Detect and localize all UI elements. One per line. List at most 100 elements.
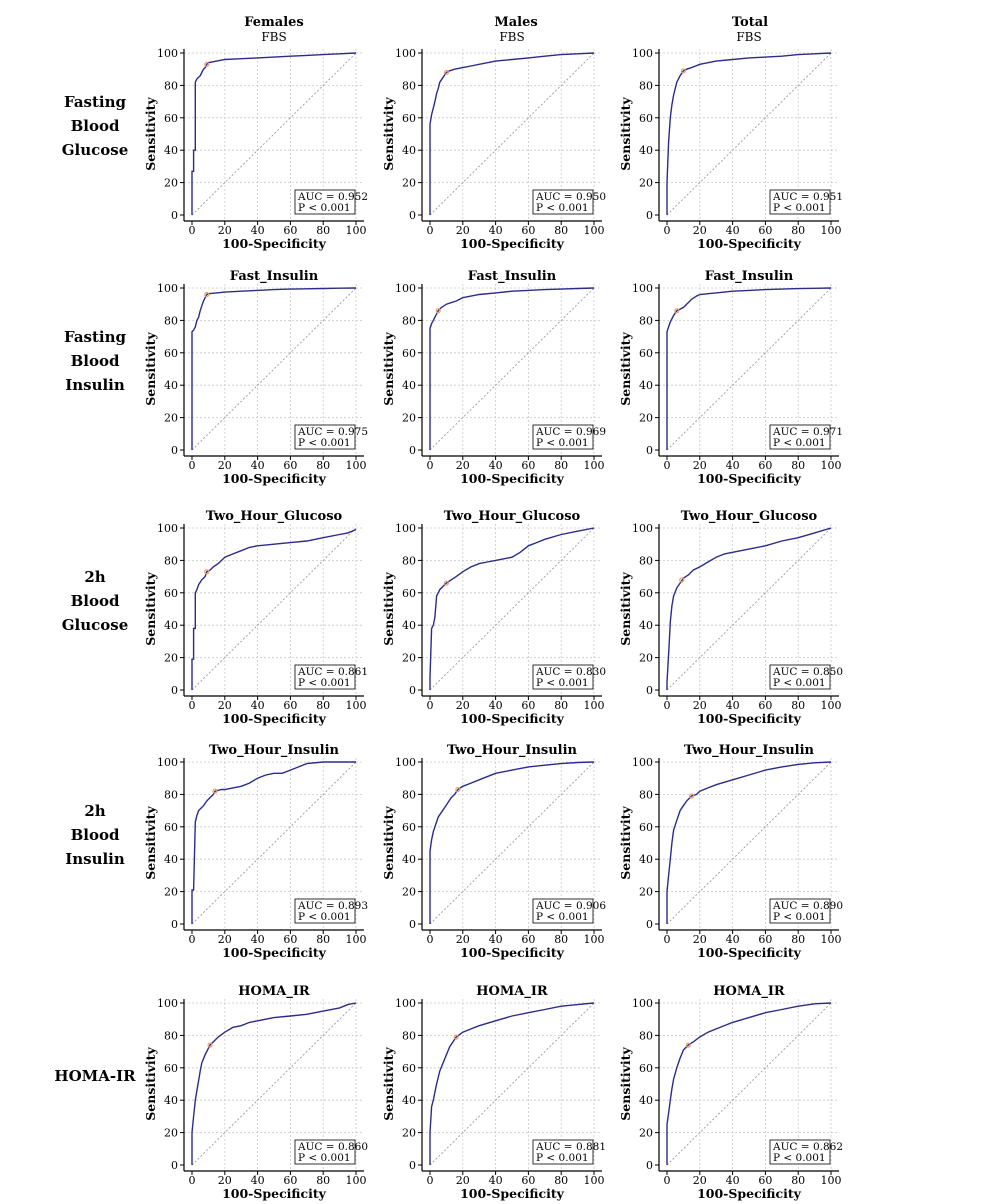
y-tick-label: 80: [639, 554, 653, 567]
cutoff-point: [204, 569, 210, 575]
p-value: P < 0.001: [536, 1152, 589, 1164]
x-tick-label: 20: [693, 933, 707, 946]
y-tick-label: 60: [639, 347, 653, 360]
reference-diagonal: [191, 287, 357, 451]
auc-box: [294, 664, 356, 690]
row-label-4: HOMA-IR: [54, 1067, 136, 1085]
panel-title: HOMA_IR: [713, 984, 785, 999]
y-tick-label: 20: [639, 412, 653, 425]
y-axis-label: Sensitivity: [381, 332, 396, 406]
roc-panel-11: 0 20 40 60 80 100 0 20 40 60 80 100 100-Specificity S…: [618, 743, 843, 960]
x-tick-label: 0: [427, 1174, 434, 1187]
auc-value: AUC = 0.860: [297, 1141, 368, 1153]
y-tick-label: 40: [639, 1094, 653, 1107]
roc-panel-1: 0 20 40 60 80 100 0 20 40 60 80 100 100-Specificity S…: [381, 30, 606, 251]
y-tick-label: 40: [164, 144, 178, 157]
reference-diagonal: [666, 52, 832, 216]
y-tick-label: 80: [164, 554, 178, 567]
y-tick-label: 80: [639, 314, 653, 327]
roc-panel-5: 0 20 40 60 80 100 0 20 40 60 80 100 100-Specificity S…: [618, 269, 843, 486]
x-tick-label: 100: [821, 699, 842, 712]
y-tick-label: 0: [646, 918, 653, 931]
y-tick-label: 0: [171, 209, 178, 222]
reference-diagonal: [191, 52, 357, 216]
row-label-0: Fasting Blood Glucose: [62, 93, 129, 159]
y-tick-label: 20: [402, 1127, 416, 1140]
x-tick-label: 100: [821, 1174, 842, 1187]
x-tick-label: 60: [283, 1174, 297, 1187]
auc-value: AUC = 0.952: [297, 191, 368, 203]
reference-diagonal: [666, 1002, 832, 1166]
y-tick-label: 20: [164, 652, 178, 665]
reference-diagonal: [429, 52, 595, 216]
y-axis-label: Sensitivity: [143, 806, 158, 880]
y-tick-label: 100: [157, 997, 178, 1010]
auc-box: [769, 1139, 831, 1165]
auc-value: AUC = 0.850: [772, 666, 843, 678]
row-label-line: 2h: [84, 568, 105, 586]
auc-box: [769, 424, 831, 450]
auc-box: [294, 424, 356, 450]
x-tick-label: 20: [218, 1174, 232, 1187]
panel-title: Fast_Insulin: [705, 269, 794, 284]
y-tick-label: 40: [164, 379, 178, 392]
x-tick-label: 40: [726, 933, 740, 946]
auc-box: [769, 189, 831, 215]
y-tick-label: 100: [157, 47, 178, 60]
roc-curve: [666, 1002, 832, 1165]
y-tick-label: 80: [639, 1029, 653, 1042]
x-tick-label: 0: [664, 699, 671, 712]
x-tick-label: 60: [758, 1174, 772, 1187]
y-tick-label: 100: [632, 47, 653, 60]
x-axis-label: 100-Specificity: [697, 945, 802, 960]
roc-curve: [191, 761, 356, 924]
reference-diagonal: [429, 287, 595, 451]
y-tick-label: 100: [395, 997, 416, 1010]
roc-panel-2: 0 20 40 60 80 100 0 20 40 60 80 100 100-Specificity S…: [618, 30, 843, 251]
x-tick-label: 100: [584, 224, 605, 237]
x-tick-label: 40: [251, 459, 265, 472]
row-label-line: Blood: [71, 826, 120, 844]
x-axis-label: 100-Specificity: [460, 471, 565, 486]
x-tick-label: 60: [283, 699, 297, 712]
y-tick-label: 60: [639, 1062, 653, 1075]
y-tick-label: 0: [171, 684, 178, 697]
x-axis-label: 100-Specificity: [460, 1186, 565, 1201]
y-tick-label: 40: [164, 619, 178, 632]
auc-box: [532, 189, 594, 215]
cutoff-point: [674, 308, 680, 314]
x-tick-label: 20: [218, 224, 232, 237]
auc-value: AUC = 0.862: [772, 1141, 843, 1153]
auc-box: [769, 664, 831, 690]
roc-curve: [191, 287, 357, 450]
roc-curve: [666, 287, 832, 450]
auc-value: AUC = 0.950: [535, 191, 606, 203]
x-axis-label: 100-Specificity: [222, 471, 327, 486]
y-tick-label: 0: [409, 444, 416, 457]
y-tick-label: 40: [639, 853, 653, 866]
roc-panel-12: 0 20 40 60 80 100 0 20 40 60 80 100 100-Specificity S…: [143, 984, 368, 1201]
reference-diagonal: [429, 1002, 595, 1166]
auc-box: [532, 898, 594, 924]
x-tick-label: 100: [584, 1174, 605, 1187]
cutoff-point: [435, 308, 441, 314]
x-tick-label: 80: [316, 459, 330, 472]
x-tick-label: 20: [456, 1174, 470, 1187]
roc-curve: [429, 1002, 595, 1165]
x-tick-label: 80: [554, 699, 568, 712]
y-tick-label: 60: [402, 587, 416, 600]
y-axis-label: Sensitivity: [381, 572, 396, 646]
p-value: P < 0.001: [298, 1152, 351, 1164]
panel-title: Two_Hour_Glucoso: [206, 509, 343, 524]
cutoff-point: [688, 793, 695, 799]
panel-title: Fast_Insulin: [468, 269, 557, 284]
y-tick-label: 0: [646, 1159, 653, 1172]
x-tick-label: 60: [521, 933, 535, 946]
y-tick-label: 80: [402, 1029, 416, 1042]
y-tick-label: 60: [402, 112, 416, 125]
x-tick-label: 0: [189, 933, 196, 946]
x-tick-label: 20: [218, 459, 232, 472]
x-tick-label: 0: [189, 1174, 196, 1187]
y-tick-label: 0: [646, 209, 653, 222]
y-tick-label: 100: [157, 522, 178, 535]
